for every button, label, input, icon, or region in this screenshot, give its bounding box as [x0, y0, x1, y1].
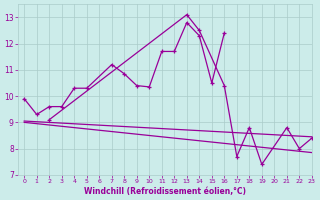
- X-axis label: Windchill (Refroidissement éolien,°C): Windchill (Refroidissement éolien,°C): [84, 187, 246, 196]
